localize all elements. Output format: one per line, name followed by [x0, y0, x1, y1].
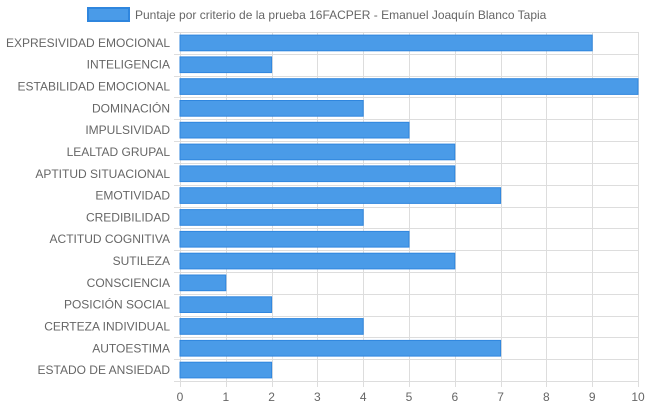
category-label: ESTABILIDAD EMOCIONAL	[18, 80, 171, 94]
bar[interactable]	[179, 121, 410, 139]
x-tick-label: 0	[177, 390, 184, 404]
x-tick-label: 2	[268, 390, 275, 404]
bar[interactable]	[179, 296, 273, 313]
category-label: ACTITUD COGNITIVA	[50, 232, 170, 246]
x-axis-ticks: 0 1 2 3 4 5 6 7 8 9 10	[177, 390, 645, 404]
category-label: INTELIGENCIA	[87, 58, 170, 72]
bar[interactable]	[179, 78, 639, 95]
bar[interactable]	[179, 100, 364, 117]
x-tick-label: 8	[543, 390, 550, 404]
bar[interactable]	[179, 187, 502, 204]
legend[interactable]: Puntaje por criterio de la prueba 16FACP…	[87, 7, 547, 22]
x-tick-label: 1	[222, 390, 229, 404]
x-tick-label: 3	[314, 390, 321, 404]
bar[interactable]	[179, 230, 410, 248]
legend-swatch	[87, 7, 130, 22]
x-tick-label: 9	[589, 390, 596, 404]
bar[interactable]	[179, 34, 593, 52]
bar[interactable]	[179, 209, 364, 226]
category-label: AUTOESTIMA	[92, 341, 170, 355]
category-label: CONSCIENCIA	[87, 276, 170, 290]
category-label: APTITUD SITUACIONAL	[35, 167, 170, 181]
bar[interactable]	[179, 318, 364, 335]
category-label: EXPRESIVIDAD EMOCIONAL	[6, 36, 170, 50]
category-label: SUTILEZA	[113, 254, 170, 268]
legend-label: Puntaje por criterio de la prueba 16FACP…	[135, 8, 547, 22]
bar[interactable]	[179, 274, 227, 292]
category-labels: EXPRESIVIDAD EMOCIONAL INTELIGENCIA ESTABI…	[6, 36, 170, 377]
x-tick-label: 7	[497, 390, 504, 404]
category-label: CREDIBILIDAD	[86, 210, 170, 224]
x-tick-label: 5	[406, 390, 413, 404]
bar[interactable]	[179, 252, 456, 270]
category-label: EMOTIVIDAD	[95, 189, 170, 203]
category-label: ESTADO DE ANSIEDAD	[38, 363, 171, 377]
category-label: POSICIÓN SOCIAL	[64, 297, 170, 312]
bar[interactable]	[179, 165, 456, 183]
bar[interactable]	[179, 361, 273, 379]
x-tick-label: 4	[360, 390, 367, 404]
x-tick-label: 6	[451, 390, 458, 404]
bars	[179, 34, 639, 379]
category-label: LEALTAD GRUPAL	[67, 145, 171, 159]
bar[interactable]	[179, 143, 456, 161]
bar[interactable]	[179, 339, 502, 357]
category-label: CERTEZA INDIVIDUAL	[44, 319, 170, 333]
x-tick-label: 10	[631, 390, 645, 404]
category-label: IMPULSIVIDAD	[85, 123, 170, 137]
bar[interactable]	[179, 56, 273, 74]
category-label: DOMINACIÓN	[92, 100, 170, 115]
